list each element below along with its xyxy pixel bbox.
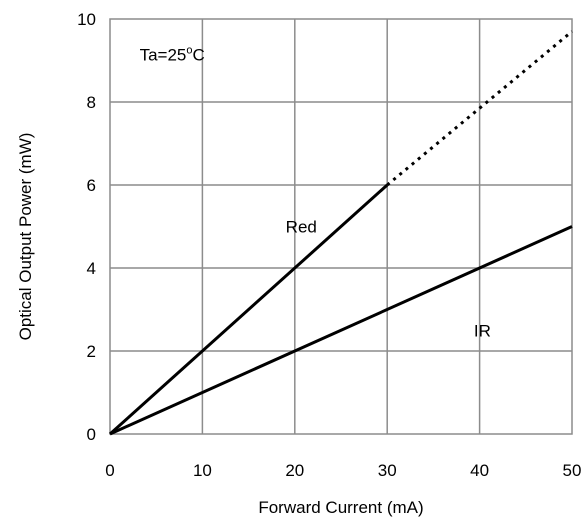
x-tick-label-40: 40 bbox=[470, 461, 489, 480]
temperature-annotation-degree: o bbox=[186, 45, 192, 57]
x-tick-label-10: 10 bbox=[193, 461, 212, 480]
series-label-red: Red bbox=[286, 218, 317, 237]
series-line-ir bbox=[109, 225, 573, 436]
x-tick-label-0: 0 bbox=[105, 461, 114, 480]
y-tick-label-6: 6 bbox=[87, 176, 96, 195]
y-tick-label-4: 4 bbox=[87, 259, 96, 278]
temperature-annotation: Ta=25oC bbox=[140, 45, 205, 65]
x-axis-label: Forward Current (mA) bbox=[258, 498, 423, 517]
y-tick-label-0: 0 bbox=[87, 425, 96, 444]
temperature-annotation-unit: C bbox=[192, 46, 204, 65]
x-tick-label-20: 20 bbox=[285, 461, 304, 480]
series-line-red bbox=[108, 183, 389, 436]
y-tick-label-2: 2 bbox=[87, 342, 96, 361]
y-tick-label-8: 8 bbox=[87, 93, 96, 112]
series-layer bbox=[108, 30, 573, 436]
tick-labels: 0 10 20 30 40 50 0 2 4 6 8 10 bbox=[77, 10, 581, 480]
temperature-annotation-main: Ta=25 bbox=[140, 46, 187, 65]
x-tick-label-50: 50 bbox=[563, 461, 582, 480]
series-line-red-dotted bbox=[386, 30, 573, 187]
y-axis-label: Optical Output Power (mW) bbox=[16, 133, 35, 341]
y-tick-label-10: 10 bbox=[77, 10, 96, 29]
x-tick-label-30: 30 bbox=[378, 461, 397, 480]
grid bbox=[110, 19, 572, 434]
series-label-ir: IR bbox=[474, 321, 491, 340]
